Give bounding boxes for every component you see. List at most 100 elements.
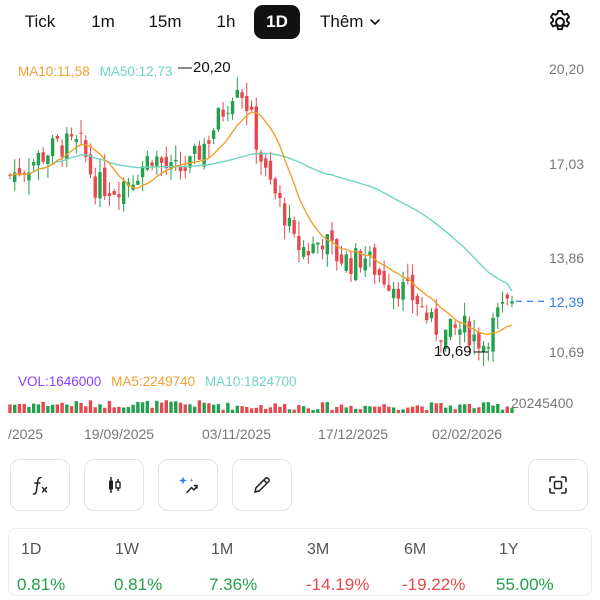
volume-bar (443, 407, 448, 413)
candle-body (150, 162, 154, 166)
candle-body (415, 295, 419, 305)
volume-bar (8, 404, 12, 413)
volume-bar (477, 407, 481, 413)
screenshot-button[interactable] (528, 459, 588, 511)
candle-body (301, 247, 306, 257)
chevron-down-icon (370, 19, 381, 25)
tab-1d[interactable]: 1D (254, 5, 300, 39)
candle-body (486, 347, 491, 349)
candle-body (420, 306, 424, 308)
volume-bar (41, 401, 45, 413)
perf-label-3m[interactable]: 3M (307, 541, 330, 558)
candle-body (140, 166, 145, 178)
candle-body (268, 160, 273, 180)
price-chart[interactable]: MA10:11,58 MA50:12,73 20,20 10,69 20,20 … (0, 44, 600, 454)
candle-body (207, 140, 211, 144)
candle-body (41, 152, 45, 162)
candle-body (382, 270, 386, 285)
perf-label-1y[interactable]: 1Y (499, 541, 519, 558)
volume-bar (472, 408, 476, 413)
tab-tick[interactable]: Tick (24, 12, 56, 31)
gear-icon[interactable] (546, 8, 574, 36)
performance-panel: 1D 1W 1M 3M 6M 1Y 0.81% 0.81% 7.36% -14.… (8, 528, 592, 596)
candle-body (372, 247, 377, 275)
candle-body (13, 172, 17, 183)
candle-body (368, 251, 372, 256)
candle-body (235, 89, 240, 98)
candle-body (183, 167, 187, 171)
candle-body (79, 132, 83, 134)
perf-label-6m[interactable]: 6M (404, 541, 427, 558)
candle-body (145, 156, 150, 170)
candle-body (349, 258, 353, 275)
volume-bar (36, 404, 41, 413)
candle-body (505, 294, 509, 299)
candle-body (107, 192, 112, 196)
price-tick-1: 20,20 (549, 61, 585, 77)
low-marker: 10,69 (434, 343, 472, 360)
indicator-button[interactable] (10, 459, 70, 511)
volume-legend: VOL:1646000 MA5:2249740 MA10:1824700 (18, 374, 297, 389)
volume-bar (84, 406, 88, 413)
volume-bar (387, 406, 391, 413)
candle-body (292, 220, 296, 234)
volume-bar (107, 401, 112, 413)
volume-bar (415, 405, 419, 413)
chart-type-button[interactable] (84, 459, 144, 511)
candle-body (344, 254, 348, 271)
tab-15m[interactable]: 15m (148, 12, 182, 31)
perf-label-1m[interactable]: 1M (211, 541, 234, 558)
tab-1m[interactable]: 1m (91, 12, 115, 31)
volume-bar (164, 400, 168, 413)
candle-body (410, 274, 415, 301)
volume-bar (391, 407, 396, 413)
volume-bar (358, 409, 363, 413)
volume-bar (121, 407, 126, 413)
draw-button[interactable] (232, 459, 292, 511)
volume-bar (131, 404, 135, 413)
volume-bar (282, 403, 287, 413)
perf-label-1d[interactable]: 1D (21, 541, 42, 558)
tab-1h[interactable]: 1h (216, 12, 236, 31)
candle-body (159, 157, 164, 163)
volume-bar (496, 403, 500, 413)
candle-body (287, 217, 292, 227)
volume-bar (169, 401, 173, 413)
candle-body (472, 334, 476, 342)
ma-legend: MA10:11,58 MA50:12,73 (18, 64, 172, 79)
candle-body (330, 230, 334, 241)
candlestick-icon (109, 477, 121, 493)
magic-button[interactable] (158, 459, 218, 511)
candle-body (254, 106, 258, 150)
volume-bar (140, 402, 145, 413)
candle-body (425, 312, 429, 321)
volume-bar (448, 405, 453, 413)
candle-body (335, 239, 339, 262)
volume-bar (31, 403, 36, 413)
perf-value-6m: -19.22% (402, 575, 466, 594)
candlesticks (8, 77, 514, 366)
candle-body (358, 250, 363, 268)
tab-more-dropdown[interactable]: Thêm (320, 5, 381, 39)
candle-body (339, 254, 344, 264)
candle-body (226, 112, 230, 114)
volume-bar (55, 404, 60, 413)
volume-bar (50, 404, 55, 413)
volume-bar (221, 409, 225, 413)
perf-label-1w[interactable]: 1W (115, 541, 139, 558)
volume-bar (79, 402, 83, 413)
volume-bar (325, 402, 330, 413)
ma10-legend: MA10:11,58 (18, 64, 90, 79)
candle-body (439, 340, 443, 342)
chart-toolbar (0, 459, 600, 515)
volume-bar (500, 409, 505, 413)
candle-body (311, 243, 315, 253)
candle-body (188, 156, 192, 168)
candle-body (98, 172, 102, 199)
tab-more-label: Thêm (320, 12, 364, 31)
volume-bar (188, 404, 192, 413)
candle-body (278, 192, 282, 199)
candle-body (481, 345, 486, 353)
scan-icon (549, 476, 567, 494)
volume-bar (103, 407, 107, 413)
